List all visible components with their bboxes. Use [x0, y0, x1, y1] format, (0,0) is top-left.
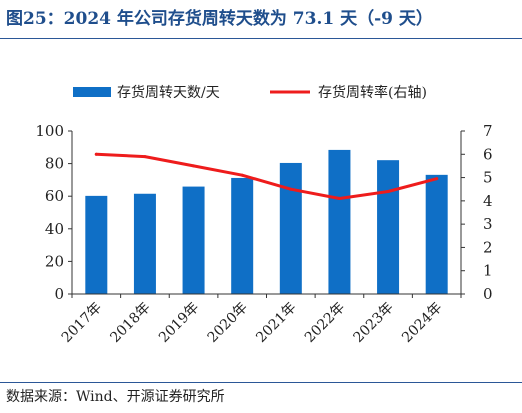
bar-series	[85, 149, 448, 294]
left-tick-label: 100	[35, 122, 64, 140]
line-point	[192, 164, 196, 168]
right-tick-label: 7	[483, 122, 493, 140]
x-tick-label: 2021年	[253, 300, 299, 346]
left-tick-label: 20	[45, 252, 64, 270]
bar	[231, 177, 254, 294]
line-point	[337, 197, 341, 201]
x-tick-label: 2022年	[302, 300, 348, 346]
left-tick-label: 60	[45, 187, 64, 205]
x-tick-label: 2017年	[59, 300, 105, 346]
line-point	[289, 187, 293, 191]
line-point	[240, 173, 244, 177]
x-tick-label: 2023年	[350, 300, 396, 346]
x-tick-label: 2020年	[205, 300, 251, 346]
legend-bar-swatch	[73, 87, 111, 97]
bar	[328, 149, 351, 294]
chart-title: 图25：2024 年公司存货周转天数为 73.1 天（-9 天）	[6, 9, 433, 29]
x-axis: 2017年 2018年 2019年 2020年 2021年 2022年 2023年 2024年	[59, 293, 462, 346]
x-tick-label: 2019年	[156, 300, 202, 346]
left-tick-label: 80	[45, 155, 64, 173]
bar	[182, 186, 205, 294]
line-path	[94, 152, 439, 200]
left-tick-label: 0	[54, 285, 64, 303]
right-tick-label: 6	[483, 145, 493, 163]
right-tick-label: 3	[483, 215, 493, 233]
source-note: 数据来源：Wind、开源证券研究所	[6, 389, 225, 405]
legend-line-label: 存货周转率(右轴)	[318, 84, 427, 101]
right-tick-label: 4	[483, 192, 493, 210]
x-tick-label: 2024年	[399, 300, 445, 346]
right-tick-label: 2	[483, 238, 493, 256]
legend-bar-label: 存货周转天数/天	[117, 84, 220, 101]
line-point	[435, 177, 439, 181]
right-tick-label: 0	[483, 285, 493, 303]
bar	[279, 162, 302, 294]
right-y-axis: 0 1 2 3 4 5 6 7	[460, 122, 493, 303]
right-tick-label: 1	[483, 262, 493, 280]
line-series	[94, 152, 439, 201]
left-y-axis: 0 20 40 60 80 100	[35, 122, 73, 303]
line-point	[143, 155, 147, 159]
title-divider	[0, 38, 522, 39]
line-point	[94, 152, 98, 156]
right-tick-label: 5	[483, 169, 493, 187]
footer-divider	[0, 382, 522, 383]
bar	[85, 195, 108, 294]
bar	[425, 174, 448, 294]
bar	[133, 193, 156, 294]
x-tick-label: 2018年	[107, 300, 153, 346]
bar	[377, 160, 400, 294]
line-point	[386, 190, 390, 194]
chart-legend: 存货周转天数/天 存货周转率(右轴)	[73, 84, 427, 101]
left-tick-label: 40	[45, 220, 64, 238]
